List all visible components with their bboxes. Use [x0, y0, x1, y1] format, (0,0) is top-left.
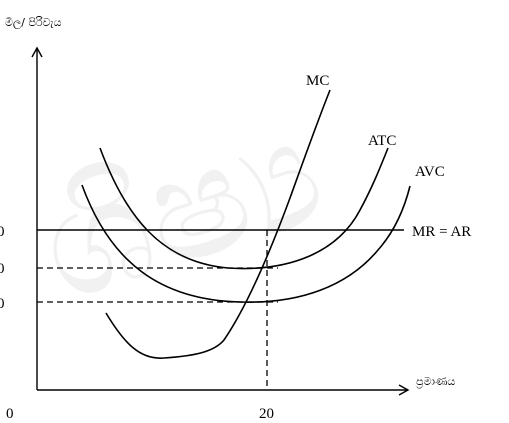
series-atc-curve — [99, 147, 389, 270]
series-mc-label: MC — [306, 73, 329, 89]
y-axis-label: මිල/ පිරිවැය — [5, 16, 62, 30]
x-axis-label: ප්‍රමාණය — [416, 375, 455, 388]
series-avc-curve — [81, 184, 411, 303]
y-tick-atc: 0 — [0, 261, 5, 277]
y-tick-avc: 0 — [0, 296, 5, 312]
series-mr-ar-label: MR = AR — [412, 224, 471, 240]
x-tick-0: 0 — [6, 406, 14, 422]
x-tick-20: 20 — [259, 406, 274, 422]
series-mc-curve — [105, 89, 331, 359]
series-avc-label: AVC — [415, 164, 445, 180]
y-tick-mr: 0 — [0, 224, 5, 240]
watermark: ශිෂ්‍ය — [20, 84, 343, 337]
series-atc-label: ATC — [368, 133, 396, 149]
svg-text:ශිෂ්‍ය: ශිෂ්‍ය — [20, 84, 343, 337]
